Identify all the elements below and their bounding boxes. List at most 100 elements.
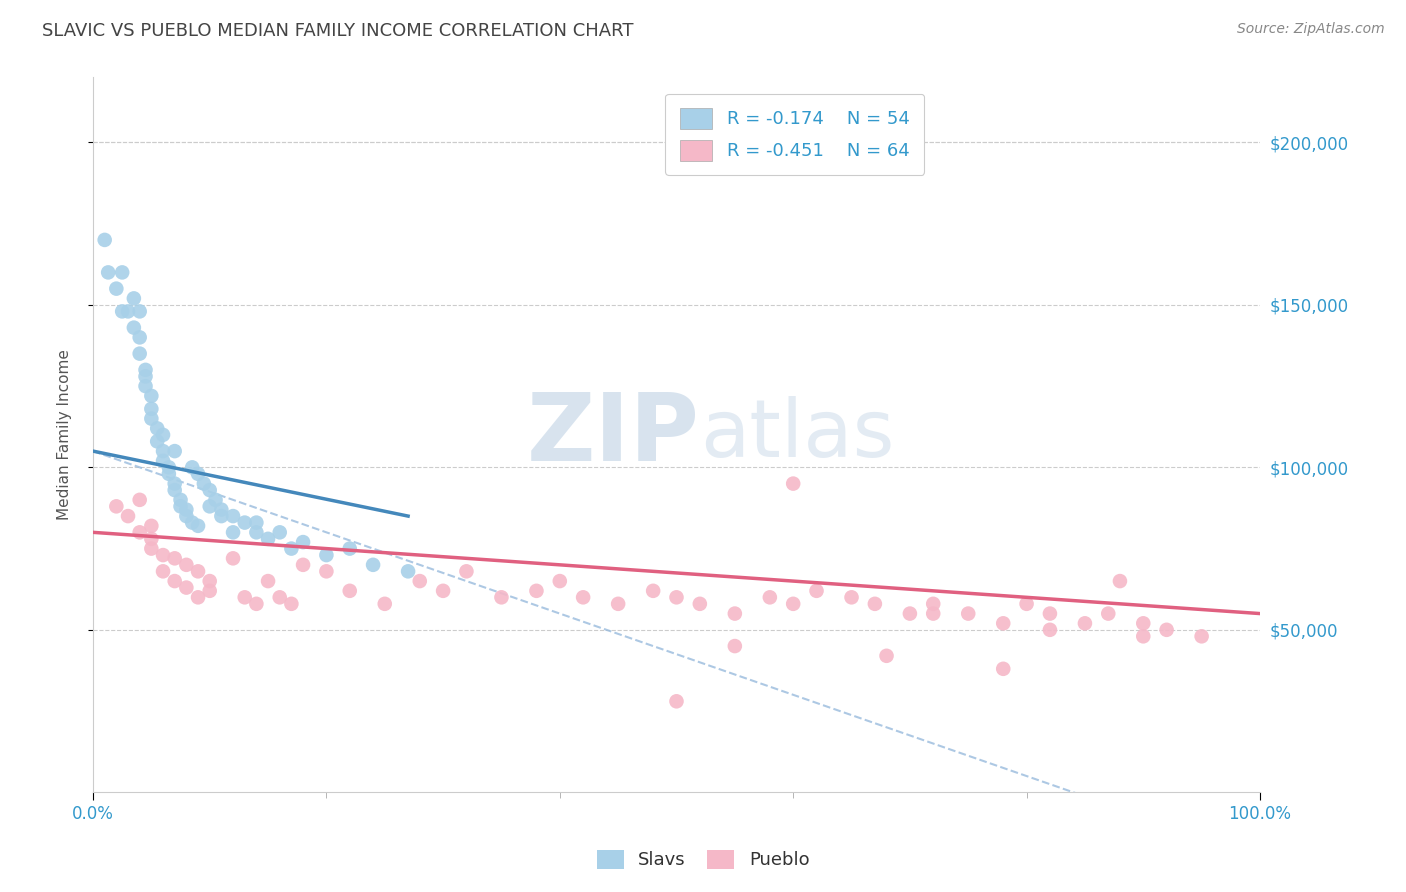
Point (409, 574, 432, 588)
Y-axis label: Median Family Income: Median Family Income (58, 350, 72, 520)
Text: Source: ZipAtlas.com: Source: ZipAtlas.com (1237, 22, 1385, 37)
Point (292, 535, 315, 549)
Point (643, 583, 665, 598)
Point (689, 597, 711, 611)
Point (572, 591, 595, 605)
Point (141, 532, 163, 546)
Point (876, 648, 898, 663)
Point (1109, 574, 1132, 588)
Point (491, 591, 513, 605)
Point (245, 525, 267, 540)
Point (163, 444, 186, 458)
Point (245, 516, 267, 530)
Point (117, 509, 139, 524)
Point (361, 558, 384, 572)
Point (198, 583, 221, 598)
Point (128, 492, 150, 507)
Point (222, 525, 245, 540)
Point (187, 467, 209, 481)
Point (806, 583, 828, 598)
Point (163, 551, 186, 566)
Point (187, 565, 209, 579)
Point (724, 607, 747, 621)
Point (141, 519, 163, 533)
Point (198, 574, 221, 588)
Point (315, 548, 337, 562)
Legend: Slavs, Pueblo: Slavs, Pueblo (588, 841, 818, 879)
Point (105, 500, 128, 514)
Point (993, 662, 1015, 676)
Point (105, 282, 128, 296)
Point (280, 597, 302, 611)
Text: SLAVIC VS PUEBLO MEDIAN FAMILY INCOME CORRELATION CHART: SLAVIC VS PUEBLO MEDIAN FAMILY INCOME CO… (42, 22, 634, 40)
Point (181, 460, 204, 475)
Point (233, 516, 256, 530)
Point (128, 304, 150, 318)
Point (141, 541, 163, 556)
Point (152, 454, 174, 468)
Point (135, 363, 157, 377)
Point (432, 583, 454, 598)
Point (222, 551, 245, 566)
Point (163, 574, 186, 588)
Point (146, 421, 169, 435)
Point (193, 476, 215, 491)
Point (841, 591, 863, 605)
Point (292, 558, 315, 572)
Point (782, 476, 804, 491)
Point (141, 401, 163, 416)
Point (222, 509, 245, 524)
Point (526, 583, 548, 598)
Point (607, 597, 630, 611)
Point (176, 509, 198, 524)
Point (181, 516, 204, 530)
Point (169, 500, 191, 514)
Point (782, 597, 804, 611)
Point (665, 591, 688, 605)
Point (548, 574, 571, 588)
Point (1039, 607, 1062, 621)
Point (135, 369, 157, 384)
Point (163, 483, 186, 497)
Text: ZIP: ZIP (527, 389, 700, 481)
Point (269, 525, 291, 540)
Point (209, 502, 232, 516)
Point (152, 565, 174, 579)
Point (198, 500, 221, 514)
Point (111, 304, 134, 318)
Point (957, 607, 980, 621)
Point (111, 265, 134, 279)
Point (176, 502, 198, 516)
Point (1097, 607, 1119, 621)
Point (146, 434, 169, 449)
Point (176, 558, 198, 572)
Point (152, 444, 174, 458)
Point (122, 320, 145, 334)
Point (198, 483, 221, 497)
Point (1132, 629, 1154, 643)
Point (1132, 616, 1154, 631)
Point (152, 428, 174, 442)
Point (97, 265, 120, 279)
Point (863, 597, 886, 611)
Point (141, 411, 163, 425)
Point (135, 379, 157, 393)
Point (993, 616, 1015, 631)
Point (176, 581, 198, 595)
Point (339, 541, 361, 556)
Point (456, 565, 478, 579)
Point (128, 346, 150, 360)
Point (280, 541, 302, 556)
Text: atlas: atlas (700, 396, 894, 474)
Point (1156, 623, 1178, 637)
Point (128, 525, 150, 540)
Point (396, 565, 419, 579)
Point (257, 574, 280, 588)
Point (245, 597, 267, 611)
Point (122, 292, 145, 306)
Point (233, 591, 256, 605)
Point (187, 591, 209, 605)
Point (922, 597, 945, 611)
Point (374, 597, 396, 611)
Point (204, 492, 226, 507)
